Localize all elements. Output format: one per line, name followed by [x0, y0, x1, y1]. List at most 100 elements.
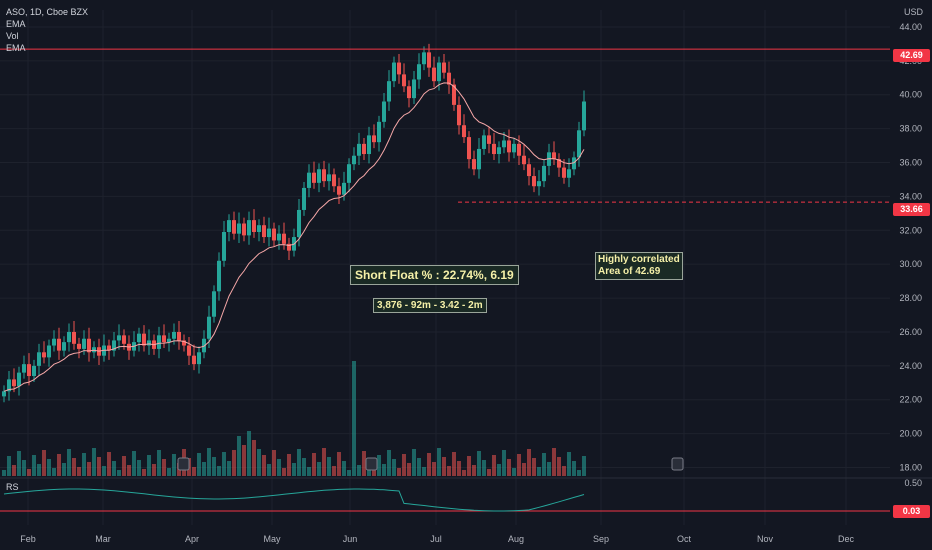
candle-body [482, 135, 486, 149]
volume-bar [557, 457, 561, 476]
volume-bar [507, 459, 511, 476]
ema2-legend[interactable]: EMA [6, 43, 26, 53]
candle-body [92, 347, 96, 353]
volume-bar [117, 470, 121, 476]
volume-bar [407, 463, 411, 476]
volume-bar [57, 454, 61, 476]
volume-bar [37, 464, 41, 476]
candle-body [242, 223, 246, 236]
candle-body [492, 143, 496, 155]
rs-indicator-label[interactable]: RS [6, 482, 19, 492]
candle-body [137, 333, 141, 343]
candle-body [367, 135, 371, 155]
price-tick-label: 18.00 [899, 463, 922, 473]
volume-bar [137, 460, 141, 476]
candle-body [582, 101, 586, 131]
volume-bar [52, 468, 56, 476]
volume-bar [262, 455, 266, 476]
time-axis: Feb Mar Apr May Jun Jul Aug Sep Oct Nov Dec [20, 534, 854, 544]
short-float-annotation[interactable]: Short Float % : 22.74%, 6.19 [350, 265, 519, 285]
candle-body [477, 148, 481, 170]
volume-bar [22, 460, 26, 476]
candle-body [282, 233, 286, 244]
volume-bar [142, 469, 146, 476]
candle-body [377, 121, 381, 143]
volume-bar [457, 461, 461, 476]
candle-body [422, 52, 426, 65]
candle-body [122, 335, 126, 344]
volume-bar [232, 450, 236, 476]
candle-body [507, 140, 511, 153]
price-tick-label: 36.00 [899, 158, 922, 168]
candle-body [372, 135, 376, 143]
candle-body [567, 169, 571, 178]
volume-bar [172, 454, 176, 476]
rs-line [3, 488, 585, 512]
volume-bar [297, 449, 301, 476]
candle-body [247, 220, 251, 236]
candle-body [537, 181, 541, 187]
time-tick-label: Jul [430, 534, 442, 544]
candle-body [187, 345, 191, 356]
time-tick-label: Aug [508, 534, 524, 544]
candle-body [452, 84, 456, 105]
candle-body [497, 147, 501, 155]
volume-bar [147, 455, 151, 476]
volume-bar [417, 458, 421, 476]
time-tick-label: Sep [593, 534, 609, 544]
stats-annotation[interactable]: 3,876 - 92m - 3.42 - 2m [373, 298, 487, 313]
resistance-price-tag: 42.69 [893, 49, 930, 62]
volume-bar [377, 455, 381, 476]
volume-bar [517, 454, 521, 476]
candle-body [382, 101, 386, 122]
volume-bar [562, 466, 566, 476]
candle-body [552, 152, 556, 160]
volume-bar [222, 452, 226, 476]
candle-body [77, 343, 81, 349]
volume-bar [347, 470, 351, 476]
candle-body [112, 340, 116, 351]
candle-body [252, 220, 256, 232]
price-tick-label: 20.00 [899, 429, 922, 439]
volume-bar [112, 461, 116, 476]
candle-body [562, 167, 566, 178]
volume-bar [197, 453, 201, 476]
symbol-title: ASO, 1D, Cboe BZX [6, 7, 89, 17]
candle-body [27, 364, 31, 377]
volume-bar [302, 458, 306, 476]
candle-body [557, 159, 561, 168]
price-tick-label: 34.00 [899, 191, 922, 201]
volume-bar [332, 466, 336, 476]
candle-body [212, 291, 216, 317]
candle-body [547, 152, 551, 166]
candle-body [577, 130, 581, 158]
time-tick-label: Jun [343, 534, 358, 544]
volume-bar [312, 453, 316, 476]
correlation-annotation[interactable]: Highly correlated Area of 42.69 [595, 252, 683, 280]
candle-body [407, 86, 411, 99]
candle-body [332, 174, 336, 187]
candle-body [37, 352, 41, 366]
candle-body [427, 52, 431, 68]
time-tick-label: Oct [677, 534, 692, 544]
volume-bar [217, 466, 221, 476]
candle-body [237, 223, 241, 234]
currency-label: USD [904, 7, 924, 17]
ema-legend[interactable]: EMA [6, 19, 26, 29]
volume-bar [62, 463, 66, 476]
candle-body [167, 338, 171, 343]
price-tick-label: 32.00 [899, 225, 922, 235]
time-tick-label: Feb [20, 534, 36, 544]
candle-body [362, 143, 366, 155]
candle-body [522, 155, 526, 165]
candle-body [142, 333, 146, 346]
candle-body [307, 172, 311, 188]
volume-bar [547, 462, 551, 476]
candle-body [387, 81, 391, 102]
volume-bar [92, 448, 96, 476]
vol-legend[interactable]: Vol [6, 31, 19, 41]
candle-body [397, 62, 401, 75]
candle-body [392, 62, 396, 82]
time-tick-label: Dec [838, 534, 855, 544]
